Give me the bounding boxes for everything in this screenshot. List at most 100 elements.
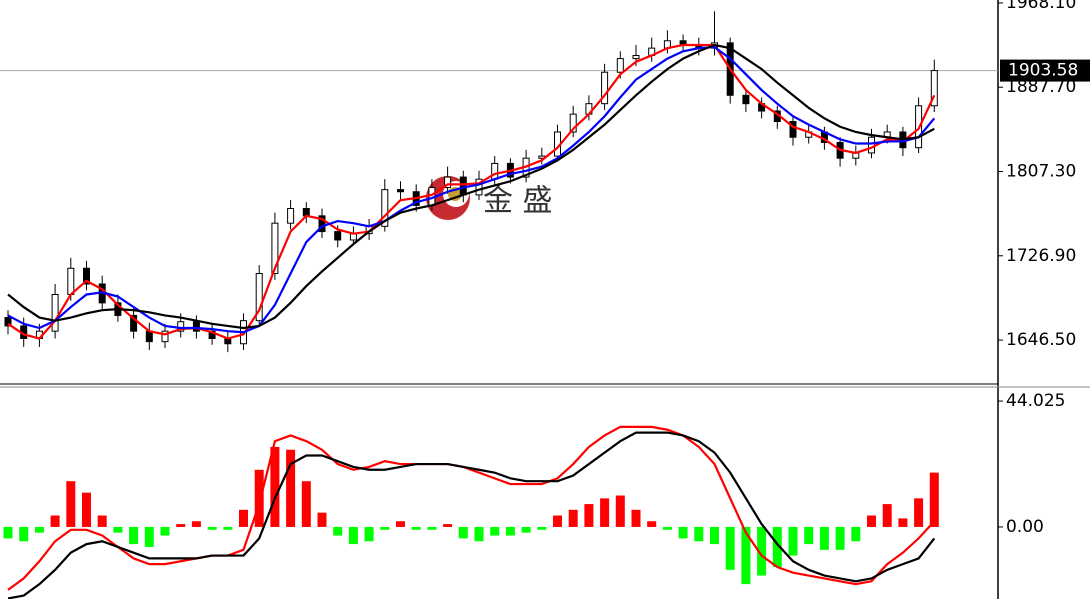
candle-body — [569, 113, 577, 133]
histogram-bar — [914, 498, 924, 527]
candle-body — [334, 231, 342, 241]
histogram-bar — [725, 526, 735, 570]
candle-body — [145, 330, 153, 343]
candle-body — [177, 321, 185, 332]
histogram-bar — [600, 498, 610, 527]
histogram-bar — [835, 526, 845, 550]
histogram-bar — [144, 526, 154, 547]
candle-body — [491, 162, 499, 180]
candle-body — [930, 70, 938, 107]
histogram-bar — [772, 526, 782, 567]
histogram-bar — [553, 515, 562, 527]
candle-body — [459, 176, 467, 196]
histogram-bar — [207, 526, 217, 530]
candle-body — [67, 267, 75, 295]
candle-body — [601, 71, 609, 105]
histogram-bar — [348, 526, 358, 545]
histogram-bar — [427, 526, 437, 530]
histogram-bar — [678, 526, 688, 539]
histogram-bar — [380, 526, 390, 530]
histogram-bar — [710, 526, 719, 545]
histogram-bar — [568, 509, 578, 527]
candle-body — [318, 215, 326, 233]
candle-body — [381, 189, 389, 227]
histogram-bar — [254, 469, 264, 527]
histogram-bar — [757, 526, 767, 576]
candle-body — [271, 222, 279, 275]
histogram-bar — [239, 509, 248, 527]
candle-body — [868, 136, 875, 154]
histogram-bar — [521, 526, 531, 533]
histogram-bar — [788, 526, 798, 556]
histogram-bar — [631, 509, 641, 527]
histogram-bar — [364, 526, 374, 542]
histogram-bar — [82, 492, 91, 527]
candle-body — [475, 178, 483, 196]
histogram-bar — [97, 515, 107, 527]
last-price-box — [1000, 59, 1090, 82]
histogram-bar — [223, 526, 233, 530]
histogram-bar — [191, 521, 201, 527]
histogram-bar — [615, 495, 625, 527]
histogram-bar — [819, 526, 829, 550]
histogram-bar — [270, 446, 280, 527]
histogram-bar — [160, 526, 170, 536]
candle-body — [4, 317, 12, 327]
histogram-bar — [741, 526, 751, 585]
histogram-bar — [443, 524, 453, 527]
candle-body — [83, 267, 90, 285]
histogram-bar — [19, 526, 29, 542]
histogram-bar — [694, 526, 704, 542]
candle-body — [397, 189, 404, 193]
candle-body — [287, 208, 295, 224]
last-price-label: 1903.58 — [1008, 61, 1078, 81]
candle-body — [255, 273, 263, 322]
watermark: 金 盛 — [483, 184, 553, 219]
histogram-bar — [286, 449, 296, 527]
histogram-bar — [537, 526, 547, 530]
histogram-bar — [396, 521, 405, 527]
histogram-bar — [647, 521, 657, 527]
histogram-bar — [3, 526, 13, 539]
y-tick-label: 1646.50 — [1006, 330, 1076, 350]
histogram-bar — [584, 504, 594, 527]
histogram-bar — [505, 526, 515, 536]
histogram-bar — [490, 526, 500, 536]
histogram-bar — [804, 526, 814, 545]
y-tick-label: 1726.90 — [1006, 246, 1076, 266]
histogram-bar — [929, 472, 939, 527]
indicator-line — [7, 425, 936, 591]
candle-body — [789, 121, 797, 138]
histogram-bar — [851, 526, 861, 542]
histogram-bar — [411, 526, 421, 530]
indicator-line — [7, 43, 936, 340]
histogram-bar — [50, 515, 60, 527]
histogram-bar — [882, 504, 892, 527]
y-tick-label: 1807.30 — [1006, 162, 1076, 182]
candle-body — [161, 330, 169, 343]
histogram-bar — [867, 515, 876, 527]
y-tick-label: 44.025 — [1006, 391, 1065, 411]
indicator-line — [7, 43, 935, 330]
histogram-bar — [333, 526, 343, 536]
histogram-bar — [898, 518, 908, 527]
histogram-bar — [113, 526, 123, 533]
candle-body — [742, 94, 750, 105]
histogram-bar — [66, 481, 76, 527]
histogram-bar — [129, 526, 139, 545]
histogram-bar — [662, 526, 672, 530]
candle-body — [616, 58, 624, 73]
histogram-bar — [176, 524, 186, 527]
y-tick-label: 1968.10 — [1006, 0, 1076, 13]
y-tick-label: 0.00 — [1006, 517, 1044, 537]
candle-body — [632, 54, 640, 60]
histogram-bar — [34, 526, 44, 533]
indicator-line — [7, 45, 936, 334]
candle-body — [51, 293, 59, 332]
histogram-bar — [301, 481, 311, 527]
candle-body — [444, 176, 452, 189]
y-tick-label: 1887.70 — [1006, 77, 1076, 97]
candle-body — [192, 321, 200, 332]
